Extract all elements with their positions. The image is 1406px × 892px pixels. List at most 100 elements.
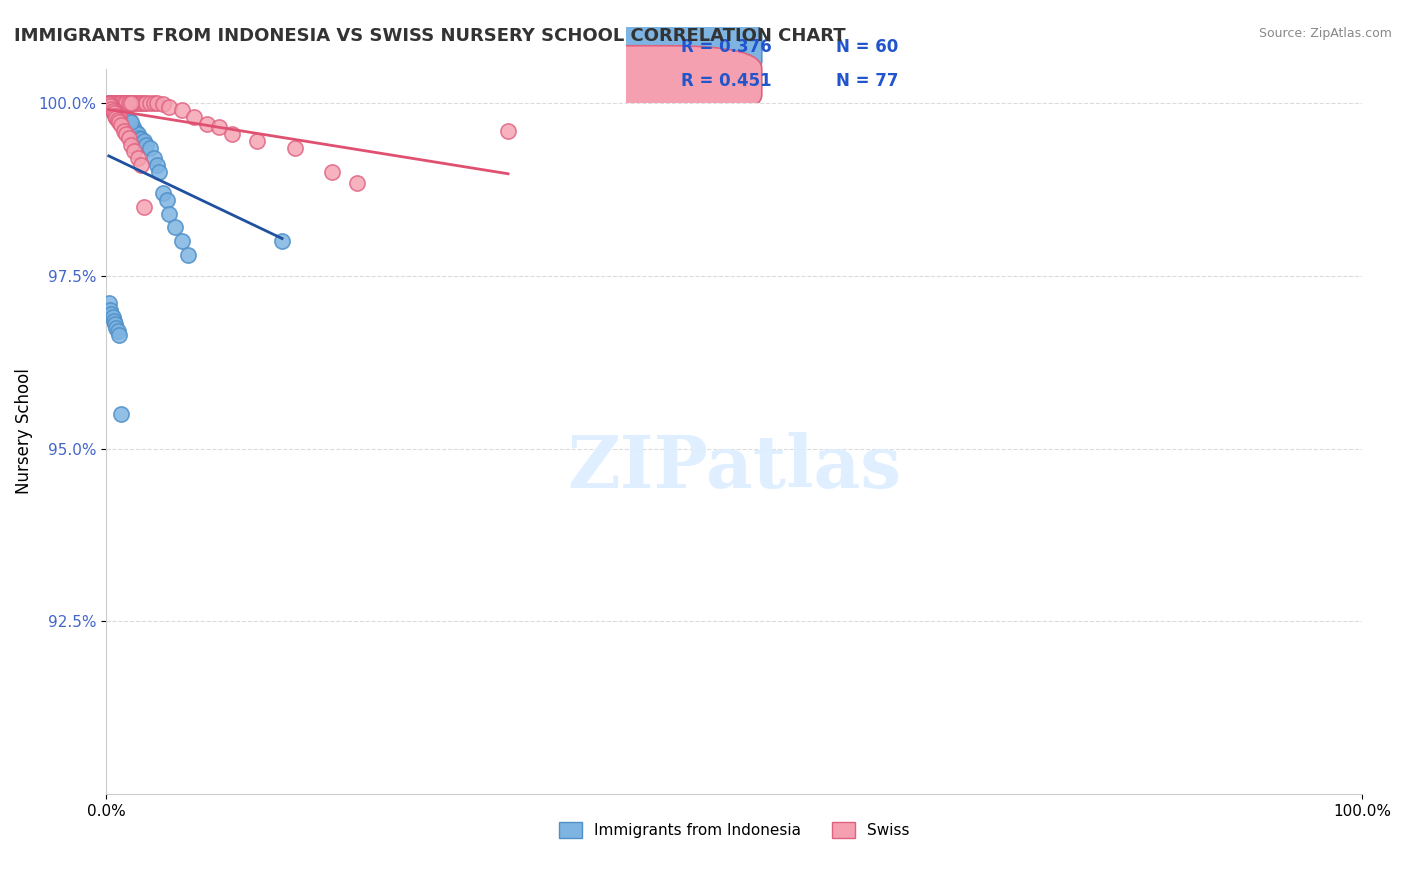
Point [195,117,218,131]
Point [104,96,127,111]
Y-axis label: Nursery School: Nursery School [15,368,32,494]
Point [135,96,157,111]
Point [103,314,125,328]
Point [117,113,139,128]
Point [105,96,128,111]
Point [115,96,138,111]
Point [104,96,127,111]
Point [170,103,193,117]
Point [108,110,131,124]
Point [98,96,121,111]
Point [98,303,121,318]
Text: ZIPatlas: ZIPatlas [567,432,901,503]
Point [100,96,122,111]
FancyBboxPatch shape [538,12,762,84]
Point [110,118,132,132]
Point [100,307,122,321]
Legend: Immigrants from Indonesia, Swiss: Immigrants from Indonesia, Swiss [553,816,915,845]
Point [103,99,125,113]
Point [98,97,121,112]
Point [152,186,174,200]
Point [122,124,145,138]
Point [128,130,150,145]
Point [145,158,167,172]
Point [127,127,149,141]
Point [111,103,134,117]
Point [114,96,136,111]
Point [183,110,205,124]
Point [143,96,166,111]
Point [496,124,519,138]
Point [103,96,125,111]
Point [103,102,125,116]
Point [110,96,132,111]
Text: R = 0.376: R = 0.376 [682,38,772,56]
Point [321,165,343,179]
Point [155,193,177,207]
Point [98,96,121,111]
Point [120,96,142,111]
Point [98,96,121,111]
Point [131,132,153,146]
Point [145,96,167,111]
Point [122,96,145,111]
Point [118,96,141,111]
Point [112,108,135,122]
Point [104,317,127,331]
Point [101,102,124,116]
Point [118,130,141,145]
Point [108,96,131,111]
Point [157,206,180,220]
Point [118,113,141,128]
Point [105,112,128,126]
Point [110,106,132,120]
Point [177,248,200,262]
Text: N = 60: N = 60 [837,38,898,56]
Point [105,320,128,334]
Point [101,310,124,325]
Point [108,106,131,120]
Point [97,96,120,111]
Point [246,134,269,148]
Point [152,97,174,112]
Point [104,96,127,111]
Point [115,127,138,141]
Point [101,96,124,111]
Point [118,96,141,111]
Point [103,96,125,111]
Point [346,176,368,190]
Point [100,96,122,111]
Point [100,96,122,111]
Point [105,106,128,120]
Point [125,125,148,139]
Point [107,113,129,128]
Point [120,137,142,152]
Point [108,96,131,111]
Point [107,96,129,111]
Text: IMMIGRANTS FROM INDONESIA VS SWISS NURSERY SCHOOL CORRELATION CHART: IMMIGRANTS FROM INDONESIA VS SWISS NURSE… [14,27,845,45]
Point [105,103,128,117]
Text: N = 77: N = 77 [837,72,898,90]
Point [127,152,149,166]
Point [148,165,170,179]
Point [105,96,128,111]
Point [108,327,131,342]
Point [101,104,124,119]
Point [98,99,121,113]
Point [170,234,193,248]
Point [107,96,129,111]
Point [107,324,129,338]
Point [131,158,153,172]
Point [107,108,129,122]
Point [110,407,132,421]
Point [110,96,132,111]
Point [120,117,142,131]
Point [98,97,121,112]
Point [139,96,162,111]
Point [101,96,124,111]
Point [101,96,124,111]
Point [111,96,134,111]
Point [100,99,122,113]
Point [128,96,150,111]
Point [115,112,138,126]
